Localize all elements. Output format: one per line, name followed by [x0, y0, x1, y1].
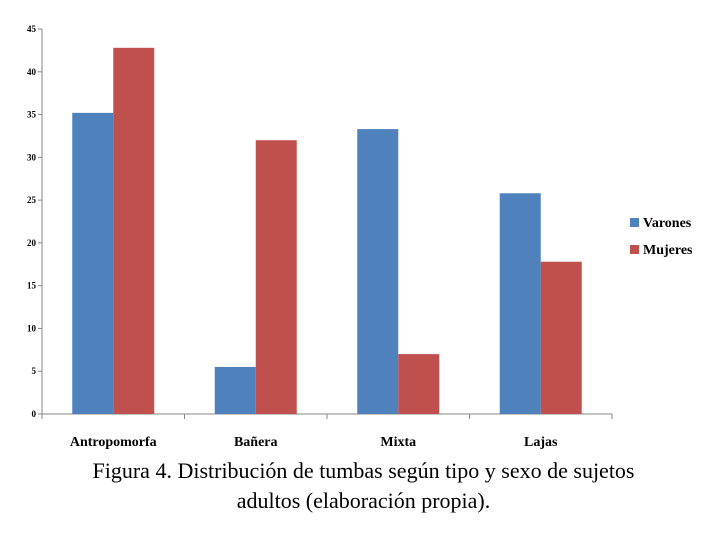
x-axis: Antropomorfa Bañera Mixta Lajas — [41, 413, 613, 450]
figure-caption-line-1: Figura 4. Distribución de tumbas según t… — [92, 458, 635, 483]
y-tick-label: 35 — [27, 110, 37, 120]
bar-mujeres-bañera — [255, 140, 297, 414]
bar-varones-antropomorfa — [72, 112, 114, 414]
figure-caption-line-2: adultos (elaboración propia). — [236, 488, 491, 513]
bar-varones-lajas — [499, 193, 541, 414]
bar-varones-mixta — [357, 129, 399, 414]
x-category-label: Mixta — [380, 435, 416, 450]
bar-varones-bañera — [214, 366, 256, 414]
x-category-label: Bañera — [234, 435, 278, 450]
legend-label-mujeres: Mujeres — [643, 243, 693, 258]
bar-mujeres-mixta — [398, 354, 440, 414]
legend-swatch-varones — [630, 218, 639, 227]
y-axis: 0 5 10 15 20 25 30 35 40 45 — [27, 24, 43, 419]
bar-mujeres-lajas — [540, 261, 582, 414]
y-tick-label: 45 — [27, 24, 37, 34]
legend-label-varones: Varones — [643, 216, 692, 231]
y-tick-label: 0 — [32, 409, 37, 419]
bars — [72, 47, 582, 414]
x-category-label: Lajas — [524, 435, 558, 450]
y-tick-label: 30 — [27, 152, 37, 162]
legend: Varones Mujeres — [630, 216, 693, 258]
y-tick-label: 15 — [27, 281, 37, 291]
x-category-label: Antropomorfa — [70, 435, 157, 450]
y-tick-label: 40 — [27, 67, 37, 77]
y-tick-label: 5 — [32, 366, 37, 376]
bar-mujeres-antropomorfa — [113, 47, 155, 414]
legend-swatch-mujeres — [630, 245, 639, 254]
y-tick-label: 25 — [27, 195, 37, 205]
y-tick-label: 20 — [27, 238, 37, 248]
bar-chart: 0 5 10 15 20 25 30 35 40 45 Antropomorfa Bañera Mix… — [27, 24, 693, 450]
y-tick-label: 10 — [27, 323, 37, 333]
